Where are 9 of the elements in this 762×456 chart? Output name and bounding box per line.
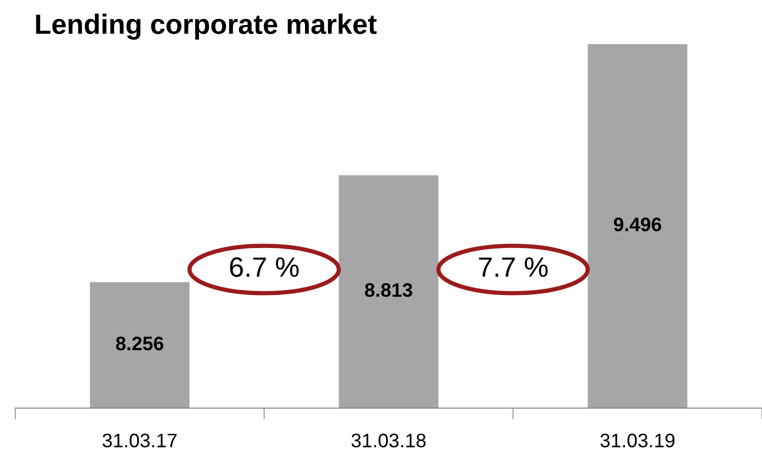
chart-title: Lending corporate market [36, 14, 377, 40]
x-tick-label: 31.03.18 [352, 434, 426, 448]
data-label: 9.496 [614, 218, 662, 232]
x-tick-label: 31.03.17 [102, 434, 177, 448]
data-label: 8.813 [364, 283, 412, 297]
annotation: 6.7 % [230, 257, 299, 277]
data-label: 8.256 [116, 336, 164, 350]
x-tick-label: 31.03.19 [600, 434, 674, 448]
annotation: 7.7 % [478, 257, 548, 277]
